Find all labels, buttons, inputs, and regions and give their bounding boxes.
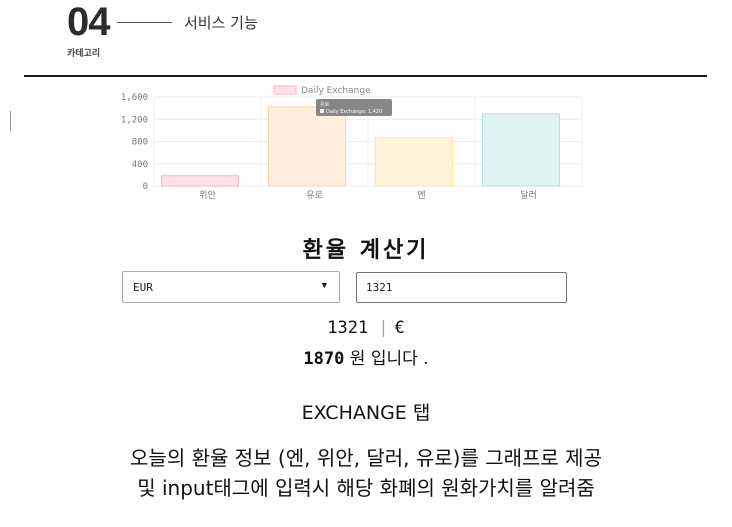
x-tick-label: 위안	[199, 190, 216, 201]
y-tick-label: 1,600	[121, 93, 148, 103]
section-number: 04	[67, 0, 110, 44]
result-input-line: 1321 | €	[0, 318, 732, 338]
x-tick-label: 유로	[306, 190, 323, 201]
currency-select[interactable]: EUR ▼	[122, 271, 340, 303]
y-tick-label: 400	[132, 160, 148, 170]
result-separator: |	[378, 318, 389, 338]
tooltip-label: Daily Exchange: 1,420	[326, 109, 382, 115]
chart-tooltip	[316, 99, 392, 116]
tab-name: EXCHANGE 탭	[301, 402, 431, 424]
result-krw-suffix: 원 입니다 .	[349, 349, 429, 369]
chart-bar	[160, 175, 240, 187]
x-tick-label: 엔	[417, 190, 425, 201]
tooltip-swatch	[320, 109, 324, 113]
result-krw-line: 1870 원 입니다 .	[0, 344, 732, 369]
currency-select-value: EUR	[133, 281, 153, 294]
legend-swatch	[273, 85, 297, 95]
chart-bar	[481, 113, 561, 187]
description-line-2: 및 input태그에 입력시 해당 화폐의 원화가치를 알려줌	[137, 476, 595, 500]
x-tick-label: 달러	[520, 189, 537, 201]
calculator-title: 환율 계산기	[302, 238, 430, 263]
result-krw-value: 1870	[303, 349, 345, 369]
section-title: 서비스 기능	[184, 14, 258, 32]
legend-label: Daily Exchange	[301, 86, 371, 96]
chart-bar	[374, 137, 454, 187]
result-currency-symbol: €	[394, 318, 405, 338]
chart-bar	[267, 106, 347, 187]
amount-input[interactable]	[356, 272, 567, 303]
tooltip-title: 유로	[320, 102, 330, 108]
chevron-down-icon: ▼	[321, 281, 327, 291]
result-amount: 1321	[327, 318, 369, 338]
side-marker	[10, 111, 11, 131]
feature-description: 오늘의 환율 정보 (엔, 위안, 달러, 유로)를 그래프로 제공 및 inp…	[0, 443, 732, 503]
section-number-line	[117, 22, 172, 23]
y-tick-label: 1,200	[121, 115, 148, 125]
section-category: 카테고리	[67, 49, 101, 59]
y-tick-label: 800	[132, 138, 148, 148]
exchange-bar-chart: 0 400 800 1,200 1,600 위안 유로 엔 달러 Daily Exchange 유로…	[0, 0, 732, 210]
y-tick-label: 0	[143, 182, 148, 192]
header-divider	[24, 75, 707, 77]
description-line-1: 오늘의 환율 정보 (엔, 위안, 달러, 유로)를 그래프로 제공	[130, 446, 602, 470]
